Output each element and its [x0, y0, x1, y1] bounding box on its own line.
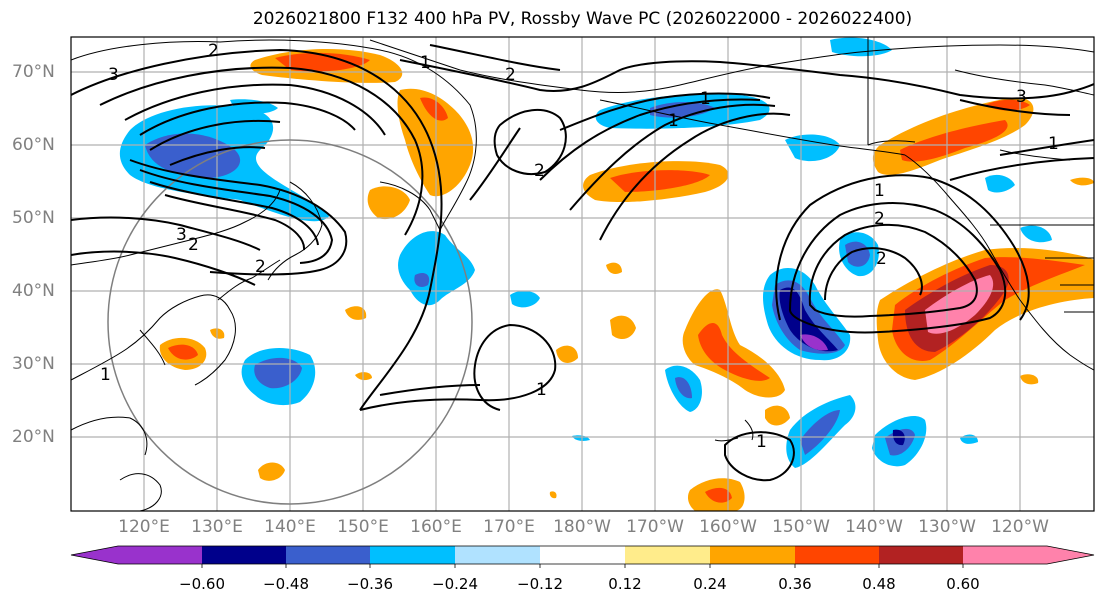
- lon-label: 140°E: [264, 517, 316, 537]
- lon-label: 140°W: [845, 517, 903, 537]
- contour-label: 1: [100, 365, 111, 385]
- pv-contours: [71, 44, 1094, 482]
- colorbar-tick-label: −0.36: [347, 575, 393, 593]
- colorbar-bin: [795, 546, 880, 564]
- colorbar-bin: [455, 546, 541, 564]
- colorbar-extend-high: [1047, 546, 1094, 564]
- colorbar-tick-label: 0.36: [778, 575, 812, 593]
- lon-label: 160°W: [699, 517, 757, 537]
- contour-label: 2: [208, 41, 219, 61]
- contour-label: 1: [874, 181, 885, 201]
- map-frame: [70, 36, 1095, 512]
- colorbar-tick-label: −0.24: [432, 575, 478, 593]
- lat-label: 50°N: [12, 208, 55, 228]
- contour-label: 2: [874, 209, 885, 229]
- contour-label: 3: [108, 65, 119, 85]
- contour-label: 1: [536, 380, 547, 400]
- colorbar-bin: [625, 546, 711, 564]
- coastlines: [71, 37, 1094, 511]
- contour-label: 1: [700, 89, 711, 109]
- contour-label: 1: [420, 53, 431, 73]
- colorbar-tick-label: 0.24: [693, 575, 727, 593]
- contour-label: 2: [876, 249, 887, 269]
- colorbar-bin: [540, 546, 626, 564]
- colorbar: [70, 545, 1095, 568]
- contour-label: 2: [255, 257, 266, 277]
- map-area: 3 2 1 2 3 3 2 2 1 2 1 1 1 2 1 2 1 1: [71, 37, 1094, 511]
- colorbar-outline: [70, 545, 1095, 565]
- colorbar-tick-label: −0.60: [179, 575, 225, 593]
- colorbar-tick-label: 0.48: [862, 575, 896, 593]
- lon-label: 170°W: [626, 517, 684, 537]
- lat-label: 20°N: [12, 427, 55, 447]
- lon-label: 120°E: [118, 517, 170, 537]
- colorbar-bin: [286, 546, 371, 564]
- lon-label: 120°W: [991, 517, 1049, 537]
- colorbar-tick-label: −0.48: [263, 575, 309, 593]
- pv-positive-anomalies: [159, 48, 1094, 511]
- lon-label: 180°W: [553, 517, 611, 537]
- colorbar-tick-label: −0.12: [517, 575, 563, 593]
- colorbar-bin: [118, 546, 203, 564]
- lon-label: 170°E: [483, 517, 535, 537]
- region-circle: [107, 139, 473, 505]
- contour-label: 3: [176, 225, 187, 245]
- contour-label: 2: [534, 161, 545, 181]
- lat-label: 70°N: [12, 62, 55, 82]
- contour-label: 1: [756, 432, 767, 452]
- chart-title: 2026021800 F132 400 hPa PV, Rossby Wave …: [252, 9, 913, 29]
- lat-label: 30°N: [12, 354, 55, 374]
- colorbar-tick-label: 0.12: [608, 575, 642, 593]
- lon-label: 130°E: [191, 517, 243, 537]
- contour-label: 2: [188, 235, 199, 255]
- lon-label: 150°W: [772, 517, 830, 537]
- colorbar-bin: [370, 546, 456, 564]
- lon-label: 160°E: [410, 517, 462, 537]
- lat-label: 40°N: [12, 281, 55, 301]
- contour-labels: 3 2 1 2 3 3 2 2 1 2 1 1 1 2 1 2 1 1: [100, 41, 1059, 452]
- contour-label: 1: [668, 111, 679, 131]
- colorbar-bin: [963, 546, 1048, 564]
- colorbar-extend-low: [71, 546, 118, 564]
- lon-label: 130°W: [918, 517, 976, 537]
- lon-label: 150°E: [337, 517, 389, 537]
- lat-label: 60°N: [12, 135, 55, 155]
- contour-label: 1: [1048, 134, 1059, 154]
- contour-label: 3: [1016, 87, 1027, 107]
- colorbar-tick-label: 0.60: [946, 575, 980, 593]
- colorbar-bin: [879, 546, 964, 564]
- contour-label: 2: [505, 65, 516, 85]
- colorbar-bin: [710, 546, 796, 564]
- colorbar-bin: [202, 546, 287, 564]
